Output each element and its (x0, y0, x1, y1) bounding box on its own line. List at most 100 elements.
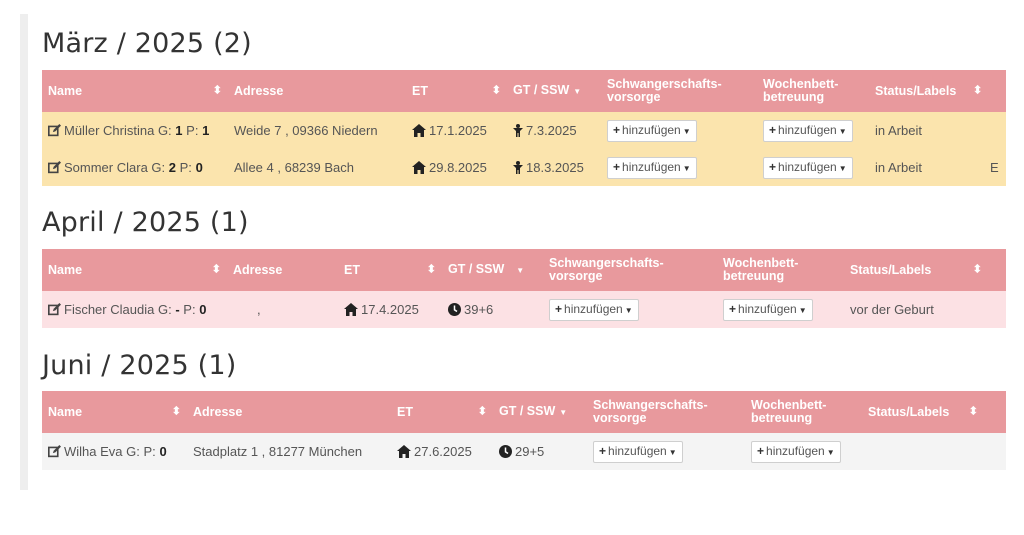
col-gt-ssw-header[interactable]: GT / SSW ▼ (513, 83, 582, 98)
col-et-header[interactable]: ET ⬍ (397, 404, 487, 419)
sort-icon: ⬍ (491, 84, 501, 97)
truncated-extra-text: E (990, 160, 999, 175)
col-status-header[interactable]: Status/Labels ⬍ (850, 262, 982, 277)
clock-icon (499, 445, 512, 458)
caret-down-icon: ▼ (668, 447, 677, 457)
et-cell: 17.1.2025 (406, 112, 507, 149)
col-name-header[interactable]: Name ⬍ (48, 404, 181, 419)
add-wochenbett-button[interactable]: + hinzufügen ▼ (723, 298, 813, 321)
name-cell[interactable]: Fischer Claudia G: - P: 0 (42, 291, 227, 328)
edit-icon[interactable] (48, 161, 61, 174)
col-name-header[interactable]: Name ⬍ (48, 262, 221, 277)
schwangerschaft-cell: + hinzufügen ▼ (587, 433, 745, 470)
table-row[interactable]: Wilha Eva G: P: 0 Stadplatz 1 , 81277 Mü… (42, 433, 1006, 470)
add-schwangerschaft-button[interactable]: + hinzufügen ▼ (607, 119, 697, 142)
status-cell: in Arbeit E (875, 160, 999, 175)
home-icon (397, 445, 411, 458)
schwangerschaft-cell: + hinzufügen ▼ (543, 291, 717, 328)
col-schwangerschaft-header[interactable]: Schwangerschafts-vorsorge (549, 256, 664, 283)
add-wochenbett-button[interactable]: + hinzufügen ▼ (751, 440, 841, 463)
gt-cell: 7.3.2025 (507, 112, 601, 149)
col-address-header[interactable]: Adresse (233, 262, 283, 277)
schwangerschaft-cell: + hinzufügen ▼ (601, 112, 757, 149)
month-title-maerz: März / 2025 (2) (42, 28, 252, 59)
status-cell: in Arbeit (875, 123, 922, 138)
gt-cell: 39+6 (442, 291, 543, 328)
table-maerz: Name ⬍ Adresse ET ⬍ GT / SSW ▼ Schwangersch… (42, 70, 1006, 186)
name-cell[interactable]: Müller Christina G: 1 P: 1 (42, 112, 228, 149)
name-cell[interactable]: Sommer Clara G: 2 P: 0 (42, 149, 228, 186)
status-cell: vor der Geburt (850, 302, 934, 317)
col-gt-ssw-header[interactable]: GT / SSW ▼ (499, 404, 568, 419)
wochenbett-cell: + hinzufügen ▼ (757, 149, 869, 186)
sort-icon: ⬍ (968, 405, 978, 418)
caret-down-icon: ▼ (624, 305, 633, 315)
month-title-juni: Juni / 2025 (1) (42, 350, 237, 381)
caret-down-icon: ▼ (838, 163, 847, 173)
add-schwangerschaft-button[interactable]: + hinzufügen ▼ (593, 440, 683, 463)
sort-icon: ⬍ (972, 263, 982, 276)
schwangerschaft-cell: + hinzufügen ▼ (601, 149, 757, 186)
table-header-row: Name ⬍ Adresse ET ⬍ GT / SSW ▼ Schwangersch… (42, 249, 1006, 291)
col-et-header[interactable]: ET ⬍ (412, 83, 501, 98)
add-wochenbett-button[interactable]: + hinzufügen ▼ (763, 119, 853, 142)
col-wochenbett-header[interactable]: Wochenbett-betreuung (751, 398, 827, 425)
col-gt-ssw-header[interactable]: GT / SSW ▼ (448, 262, 525, 277)
add-wochenbett-button[interactable]: + hinzufügen ▼ (763, 156, 853, 179)
col-status-header[interactable]: Status/Labels ⬍ (868, 404, 978, 419)
sort-icon: ⬍ (477, 405, 487, 418)
add-schwangerschaft-button[interactable]: + hinzufügen ▼ (607, 156, 697, 179)
caret-down-icon: ▼ (516, 265, 525, 275)
et-cell: 29.8.2025 (406, 149, 507, 186)
left-border (20, 14, 28, 490)
sort-icon: ⬍ (212, 84, 222, 97)
month-title-april: April / 2025 (1) (42, 207, 249, 238)
et-cell: 27.6.2025 (391, 433, 493, 470)
home-icon (344, 303, 358, 316)
child-icon (513, 124, 523, 137)
caret-down-icon: ▼ (573, 86, 582, 96)
col-status-header[interactable]: Status/Labels ⬍ (875, 83, 983, 98)
table-header-row: Name ⬍ Adresse ET ⬍ GT / SSW ▼ Schwangersch… (42, 391, 1006, 433)
caret-down-icon: ▼ (798, 305, 807, 315)
sort-icon: ⬍ (171, 405, 181, 418)
wochenbett-cell: + hinzufügen ▼ (745, 433, 862, 470)
name-cell[interactable]: Wilha Eva G: P: 0 (42, 433, 187, 470)
address-cell: Stadplatz 1 , 81277 München (193, 444, 363, 459)
table-header-row: Name ⬍ Adresse ET ⬍ GT / SSW ▼ Schwangersch… (42, 70, 1006, 112)
col-address-header[interactable]: Adresse (193, 404, 243, 419)
col-wochenbett-header[interactable]: Wochenbett-betreuung (763, 77, 839, 104)
col-wochenbett-header[interactable]: Wochenbett-betreuung (723, 256, 799, 283)
address-cell: , (257, 302, 261, 317)
sort-icon: ⬍ (211, 263, 221, 276)
gt-cell: 18.3.2025 (507, 149, 601, 186)
child-icon (513, 161, 523, 174)
wochenbett-cell: + hinzufügen ▼ (757, 112, 869, 149)
status-cell (862, 433, 1006, 470)
table-juni: Name ⬍ Adresse ET ⬍ GT / SSW ▼ Schwangersch… (42, 391, 1006, 470)
edit-icon[interactable] (48, 445, 61, 458)
col-schwangerschaft-header[interactable]: Schwangerschafts-vorsorge (593, 398, 708, 425)
col-address-header[interactable]: Adresse (234, 83, 284, 98)
wochenbett-cell: + hinzufügen ▼ (717, 291, 844, 328)
caret-down-icon: ▼ (838, 126, 847, 136)
address-cell: Weide 7 , 09366 Niedern (234, 123, 378, 138)
edit-icon[interactable] (48, 303, 61, 316)
caret-down-icon: ▼ (559, 407, 568, 417)
add-schwangerschaft-button[interactable]: + hinzufügen ▼ (549, 298, 639, 321)
table-row[interactable]: Sommer Clara G: 2 P: 0 Allee 4 , 68239 B… (42, 149, 1006, 186)
sort-icon: ⬍ (426, 263, 436, 276)
table-row[interactable]: Müller Christina G: 1 P: 1 Weide 7 , 093… (42, 112, 1006, 149)
clock-icon (448, 303, 461, 316)
edit-icon[interactable] (48, 124, 61, 137)
gt-cell: 29+5 (493, 433, 587, 470)
caret-down-icon: ▼ (826, 447, 835, 457)
home-icon (412, 124, 426, 137)
address-cell: Allee 4 , 68239 Bach (234, 160, 354, 175)
caret-down-icon: ▼ (682, 126, 691, 136)
col-et-header[interactable]: ET ⬍ (344, 262, 436, 277)
col-schwangerschaft-header[interactable]: Schwangerschafts-vorsorge (607, 77, 722, 104)
col-name-header[interactable]: Name ⬍ (48, 83, 222, 98)
home-icon (412, 161, 426, 174)
table-row[interactable]: Fischer Claudia G: - P: 0 , 17.4.2025 39… (42, 291, 1006, 328)
